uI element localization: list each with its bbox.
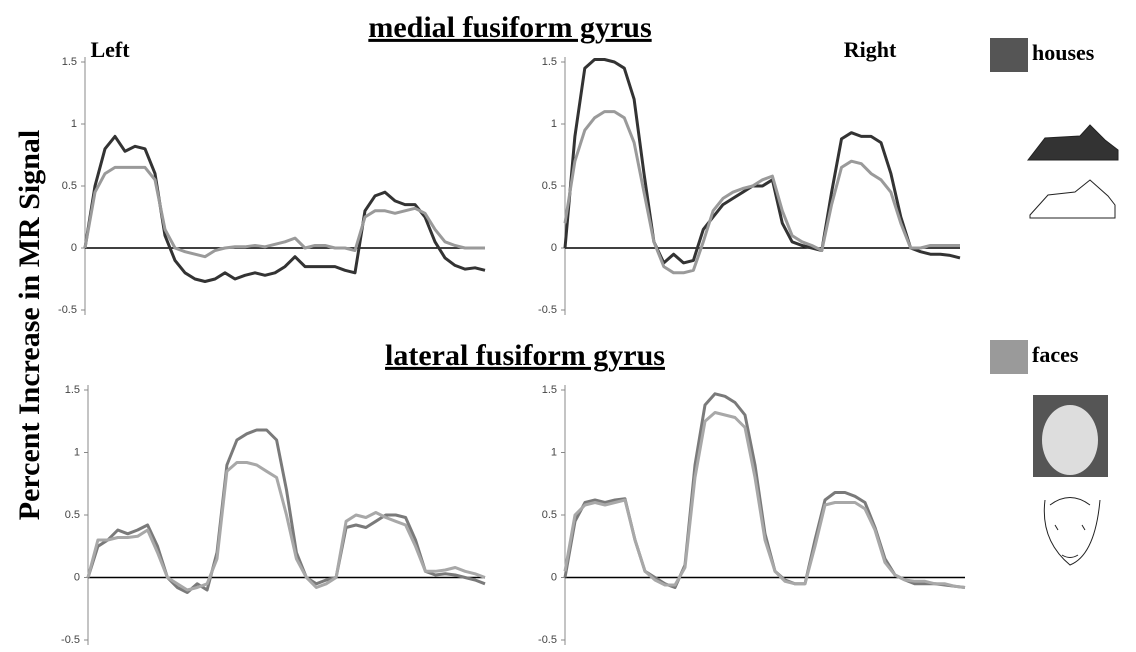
data-line [86, 428, 486, 594]
data-line [563, 58, 961, 265]
y-tick-label: 1.5 [62, 56, 77, 68]
y-tick-label: 0.5 [542, 180, 557, 192]
house-icons [1026, 124, 1119, 219]
y-tick-label: 0 [71, 242, 77, 254]
y-tick-label: -0.5 [58, 304, 77, 316]
y-axis-label: Percent Increase in MR Signal [13, 130, 46, 521]
legend-swatch [990, 38, 1028, 72]
y-tick-label: 0 [551, 571, 557, 583]
chart-title: Left [90, 37, 130, 62]
y-tick-label: -0.5 [538, 304, 557, 316]
y-tick-label: 0 [551, 242, 557, 254]
y-tick-label: 0.5 [62, 180, 77, 192]
y-tick-label: 0.5 [542, 509, 557, 521]
data-line [563, 110, 960, 275]
y-tick-label: 1 [74, 446, 80, 458]
y-tick-label: 1 [551, 118, 557, 130]
data-line [83, 165, 485, 259]
section-title: lateral fusiform gyrus [385, 339, 665, 372]
legend-label: faces [1032, 342, 1079, 367]
legend-label: houses [1032, 40, 1095, 65]
y-tick-label: 1 [71, 118, 77, 130]
y-tick-label: 0 [74, 571, 80, 583]
y-tick-label: 1 [551, 446, 557, 458]
y-tick-label: 1.5 [542, 56, 557, 68]
y-tick-label: -0.5 [538, 634, 557, 646]
data-line [563, 411, 966, 589]
chart-title: Right [844, 37, 897, 62]
legend-swatch [990, 340, 1028, 374]
data-line [86, 461, 486, 592]
y-tick-label: -0.5 [61, 634, 80, 646]
y-tick-label: 1.5 [65, 384, 80, 396]
section-title: medial fusiform gyrus [368, 11, 651, 44]
y-tick-label: 0.5 [65, 509, 80, 521]
y-tick-label: 1.5 [542, 384, 557, 396]
face-icons [1033, 395, 1108, 566]
